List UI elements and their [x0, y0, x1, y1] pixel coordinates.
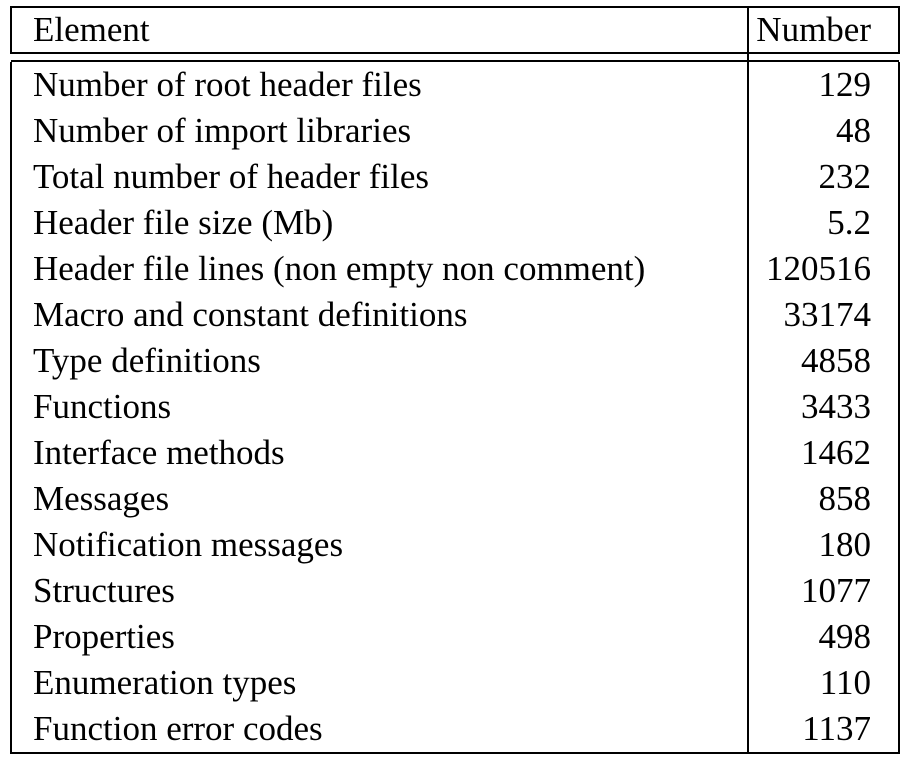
table-row: Number of import libraries 48	[10, 108, 900, 154]
table-body: Number of root header files 129 Number of …	[10, 62, 900, 754]
table-row: Structures 1077	[10, 568, 900, 614]
row-number-value: 110	[748, 660, 900, 706]
table-row: Messages 858	[10, 476, 900, 522]
header-element: Element	[10, 6, 749, 54]
table-row: Properties 498	[10, 614, 900, 660]
row-number-value: 129	[748, 62, 900, 108]
table-row: Enumeration types 110	[10, 660, 900, 706]
row-element-label: Interface methods	[10, 430, 749, 476]
table-row: Functions 3433	[10, 384, 900, 430]
table-row: Macro and constant definitions 33174	[10, 292, 900, 338]
row-element-label: Function error codes	[10, 706, 749, 754]
row-element-label: Type definitions	[10, 338, 749, 384]
row-element-label: Total number of header files	[10, 154, 749, 200]
row-number-value: 48	[748, 108, 900, 154]
table-row: Number of root header files 129	[10, 62, 900, 108]
header-gap	[11, 53, 899, 61]
table-row: Total number of header files 232	[10, 154, 900, 200]
table-row: Header file lines (non empty non comment…	[10, 246, 900, 292]
table-row: Function error codes 1137	[10, 706, 900, 754]
row-number-value: 33174	[748, 292, 900, 338]
row-number-value: 1137	[748, 706, 900, 754]
row-number-value: 5.2	[748, 200, 900, 246]
row-element-label: Header file lines (non empty non comment…	[10, 246, 749, 292]
row-number-value: 498	[748, 614, 900, 660]
header-number: Number	[748, 6, 900, 54]
row-element-label: Messages	[10, 476, 749, 522]
row-number-value: 3433	[748, 384, 900, 430]
row-element-label: Number of import libraries	[10, 108, 749, 154]
gap-cell	[747, 53, 899, 61]
row-number-value: 858	[748, 476, 900, 522]
table-row: Interface methods 1462	[10, 430, 900, 476]
row-element-label: Number of root header files	[10, 62, 749, 108]
statistics-table: Element Number Number of root header fil…	[10, 6, 900, 754]
row-number-value: 120516	[748, 246, 900, 292]
row-element-label: Functions	[10, 384, 749, 430]
row-element-label: Enumeration types	[10, 660, 749, 706]
row-number-value: 232	[748, 154, 900, 200]
row-number-value: 4858	[748, 338, 900, 384]
gap-cell	[11, 53, 748, 61]
row-element-label: Header file size (Mb)	[10, 200, 749, 246]
row-number-value: 1462	[748, 430, 900, 476]
table-row: Notification messages 180	[10, 522, 900, 568]
row-element-label: Notification messages	[10, 522, 749, 568]
row-number-value: 180	[748, 522, 900, 568]
row-element-label: Structures	[10, 568, 749, 614]
row-element-label: Macro and constant definitions	[10, 292, 749, 338]
table-row: Header file size (Mb) 5.2	[10, 200, 900, 246]
row-element-label: Properties	[10, 614, 749, 660]
table-row: Type definitions 4858	[10, 338, 900, 384]
table-header-row: Element Number	[10, 6, 900, 54]
row-number-value: 1077	[748, 568, 900, 614]
